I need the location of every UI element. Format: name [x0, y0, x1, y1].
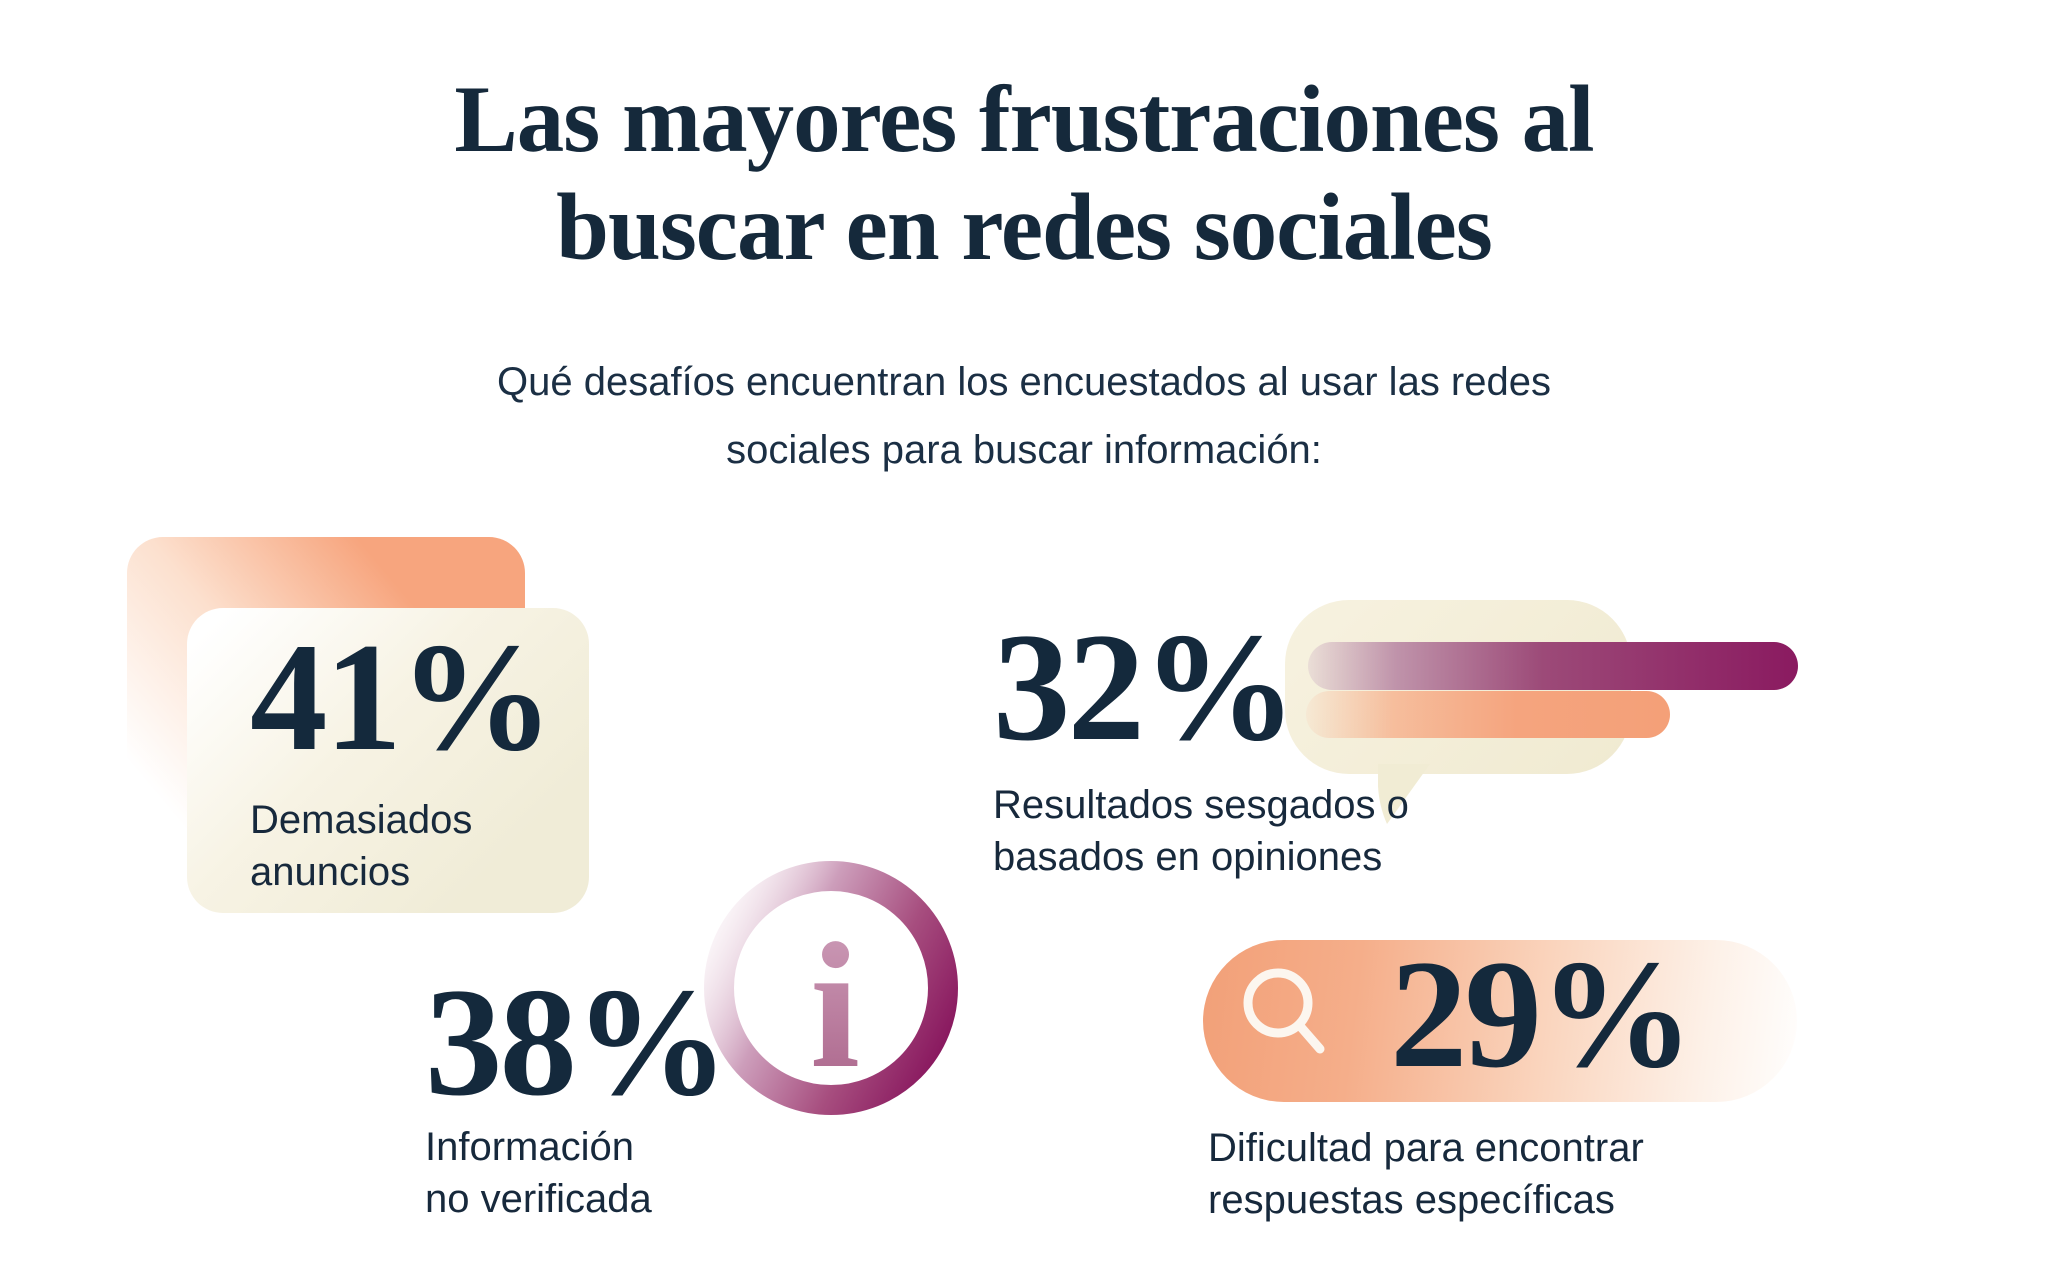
title-line-2: buscar en redes sociales: [556, 174, 1493, 280]
ads-value: 41%: [250, 611, 554, 783]
ads-label: Demasiados anuncios: [250, 798, 473, 894]
biased-bar-purple: [1308, 642, 1798, 690]
biased-value: 32%: [993, 601, 1297, 773]
info-glyph: i: [810, 906, 860, 1105]
subtitle-line-2: sociales para buscar información:: [726, 428, 1322, 472]
unverified-label: Información no verificada: [425, 1125, 652, 1221]
ads-stat-card: [187, 608, 589, 913]
difficulty-label: Dificultad para encontrar respuestas esp…: [1208, 1126, 1644, 1222]
biased-bar-orange: [1306, 691, 1670, 738]
subtitle-line-1: Qué desafíos encuentran los encuestados …: [497, 360, 1551, 404]
title-line-1: Las mayores frustraciones al: [454, 66, 1594, 172]
speech-bubble-tail-icon: [1378, 764, 1430, 824]
page-title: Las mayores frustraciones al buscar en r…: [0, 65, 2048, 281]
info-icon: i: [704, 861, 958, 1115]
page-subtitle: Qué desafíos encuentran los encuestados …: [0, 348, 2048, 484]
unverified-value: 38%: [425, 956, 729, 1128]
biased-label: Resultados sesgados o basados en opinion…: [993, 783, 1409, 879]
search-icon: [1243, 968, 1325, 1054]
difficulty-value: 29%: [1390, 928, 1694, 1100]
